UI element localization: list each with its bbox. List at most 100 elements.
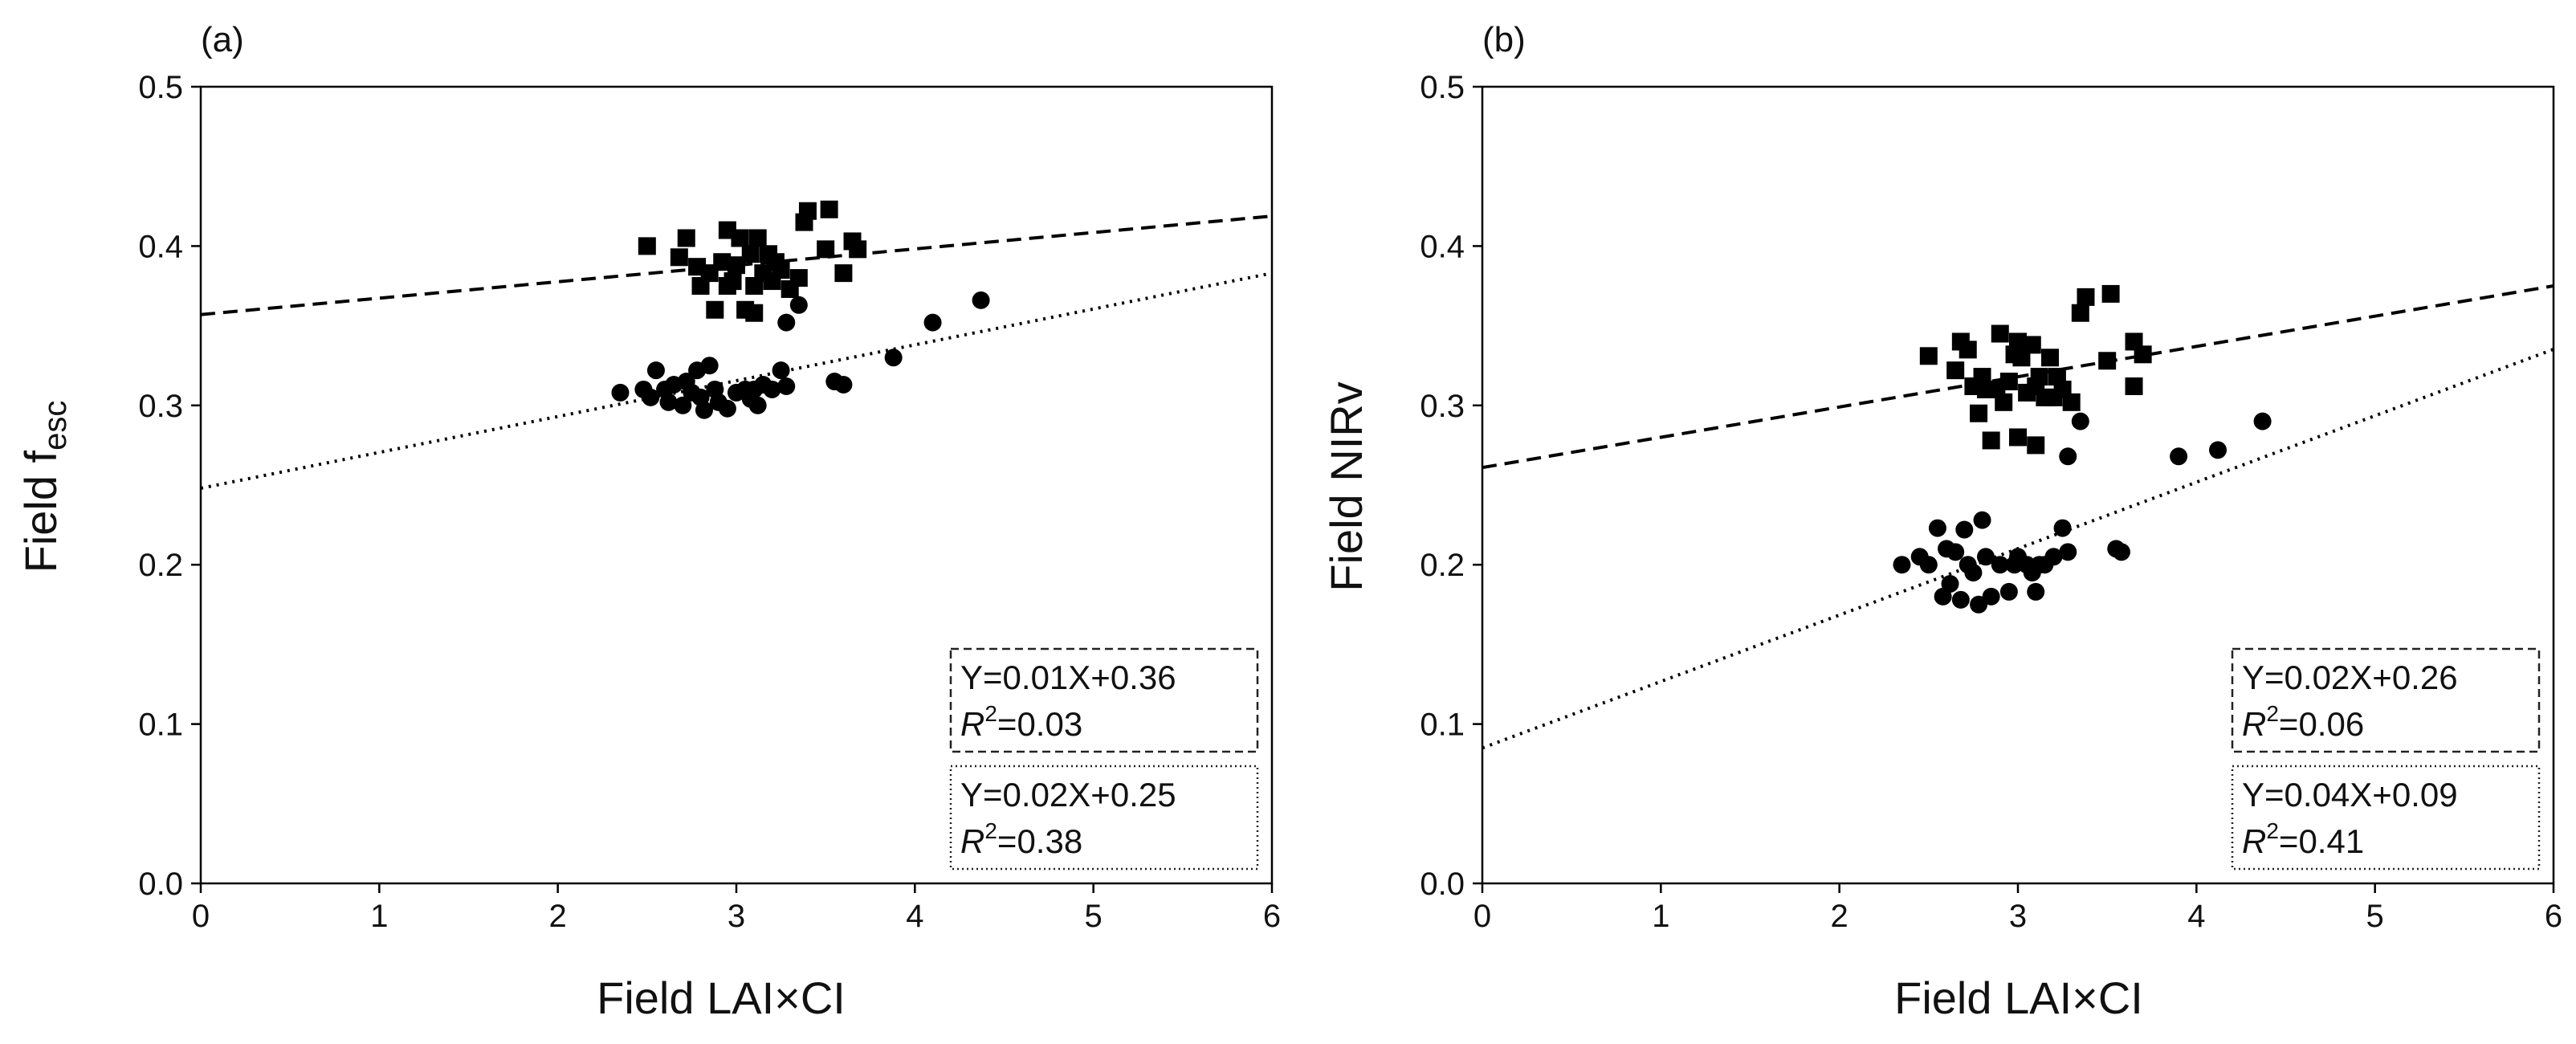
data-point-circle: [748, 396, 767, 414]
equation-box: [949, 765, 1259, 871]
y-tick-label: 0.0: [1420, 867, 1465, 902]
data-point-circle: [1982, 587, 2000, 606]
data-point-square: [849, 240, 867, 259]
data-point-circle: [1951, 590, 1970, 609]
x-tick-label: 0: [1473, 899, 1491, 934]
data-point-square: [1958, 341, 1977, 359]
data-point-circle: [972, 291, 990, 309]
data-point-circle: [777, 377, 796, 395]
y-tick-label: 0.1: [138, 708, 183, 743]
x-axis-title: Field LAI×CI: [597, 973, 846, 1023]
data-point-circle: [1919, 556, 1938, 574]
data-point-circle: [2071, 412, 2089, 430]
panel-label: (a): [201, 20, 244, 59]
x-tick-label: 2: [1831, 899, 1848, 934]
data-point-square: [798, 202, 817, 220]
data-point-square: [2030, 368, 2048, 386]
data-point-square: [745, 304, 764, 322]
data-point-circle: [2253, 412, 2272, 430]
data-point-square: [1982, 431, 2000, 450]
r2-superscript: 2: [984, 818, 997, 843]
data-point-circle: [1973, 511, 1991, 529]
data-point-square: [638, 237, 656, 255]
data-point-square: [2062, 393, 2081, 411]
data-point-circle: [2170, 447, 2188, 466]
x-tick-label: 4: [2187, 899, 2205, 934]
data-point-square: [834, 264, 853, 283]
plot-frame: [1481, 85, 2555, 885]
x-tick-label: 5: [1085, 899, 1103, 934]
r2-superscript: 2: [984, 701, 997, 726]
data-point-square: [2077, 288, 2095, 306]
data-point-circle: [642, 388, 660, 406]
x-tick-label: 1: [1652, 899, 1669, 934]
data-point-square: [1919, 347, 1938, 365]
data-point-circle: [646, 361, 665, 380]
data-point-circle: [2209, 441, 2228, 459]
data-point-square: [706, 300, 724, 319]
equation-text: Y=0.02X+0.26: [2242, 659, 2458, 696]
r2-text: R2=0.03: [960, 701, 1082, 743]
data-point-square: [2098, 352, 2117, 370]
data-point-circle: [763, 380, 781, 398]
equation-box: [2231, 765, 2541, 871]
x-tick-label: 6: [2545, 899, 2562, 934]
data-point-circle: [674, 396, 692, 414]
data-point-circle: [923, 313, 942, 332]
r2-symbol: R: [960, 822, 984, 860]
data-point-circle: [2112, 543, 2130, 561]
data-point-circle: [777, 313, 796, 332]
data-point-square: [1991, 324, 2009, 343]
y-axis-title-main: Field NIRv: [1321, 381, 1372, 591]
data-point-square: [713, 253, 732, 271]
equation-box: [949, 647, 1259, 753]
x-axis-title: Field LAI×CI: [1894, 973, 2143, 1023]
data-point-square: [817, 240, 835, 259]
r2-value: =0.41: [2279, 822, 2364, 860]
y-tick-label: 0.1: [1420, 708, 1465, 743]
data-point-square: [731, 229, 749, 247]
data-point-circle: [1941, 575, 1959, 593]
data-point-square: [677, 229, 695, 247]
y-tick-label: 0.2: [138, 548, 183, 583]
data-point-circle: [789, 296, 808, 314]
y-axis-title-sub: esc: [38, 401, 73, 451]
r2-value: =0.03: [997, 705, 1082, 743]
data-point-square: [741, 245, 760, 263]
y-tick-label: 0.4: [138, 229, 183, 264]
y-axis-title-main: Field f: [15, 450, 66, 573]
fit-line-dotted: [201, 271, 1272, 490]
data-point-circle: [1893, 556, 1911, 574]
r2-superscript: 2: [2266, 701, 2279, 726]
r2-value: =0.06: [2279, 705, 2364, 743]
panel-b: (b) Field LAI×CI Field NIRv 0 1 2 3 4 5 6 0.0 0.…: [1321, 20, 2562, 1023]
y-tick-label: 0.3: [138, 389, 183, 424]
r2-text: R2=0.06: [2242, 701, 2364, 743]
panel-a: (a) Field LAI×CI Field fesc 0 1 2 3 4 5 6 0.0 0.…: [15, 20, 1281, 1023]
r2-symbol: R: [2242, 822, 2266, 860]
data-point-square: [2009, 332, 2027, 351]
data-point-circle: [1964, 564, 1983, 582]
data-point-circle: [700, 357, 719, 375]
data-point-square: [2101, 284, 2120, 303]
data-point-square: [748, 229, 767, 247]
fit-line-dashed: [1482, 284, 2554, 470]
data-point-circle: [718, 399, 736, 418]
data-point-square: [2125, 377, 2143, 395]
data-point-square: [2009, 428, 2027, 447]
x-tick-label: 4: [906, 899, 923, 934]
data-point-square: [718, 277, 736, 295]
data-point-circle: [1976, 548, 1995, 566]
data-point-circle: [2053, 519, 2072, 537]
panel-label: (b): [1482, 20, 1526, 59]
data-point-square: [2023, 336, 2041, 354]
r2-value: =0.38: [997, 822, 1082, 860]
equation-box: [2231, 647, 2541, 753]
y-axis-title-group: Field fesc: [15, 401, 73, 573]
y-tick-label: 0.4: [1420, 229, 1465, 264]
data-point-circle: [1928, 519, 1946, 537]
equation-text: Y=0.01X+0.36: [960, 659, 1176, 696]
x-tick-label: 2: [549, 899, 567, 934]
